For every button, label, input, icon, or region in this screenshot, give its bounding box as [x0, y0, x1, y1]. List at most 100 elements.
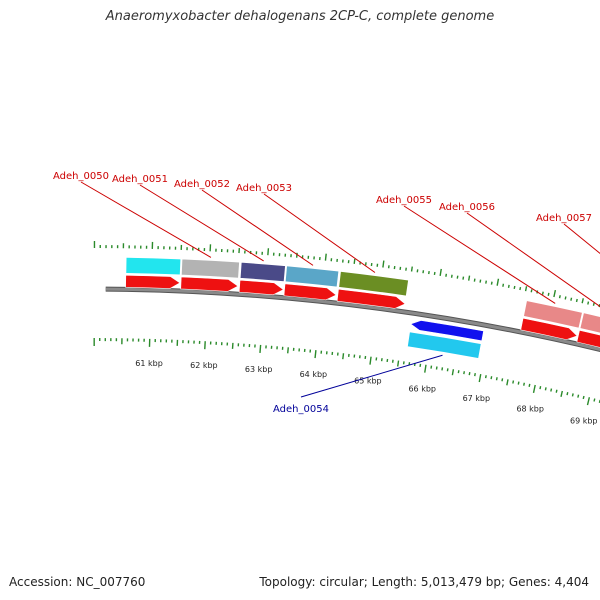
label-leader-line — [403, 205, 556, 304]
tick-mark — [474, 373, 476, 377]
cds-arrow[interactable] — [125, 275, 181, 289]
genome-stats-text: Topology: circular; Length: 5,013,479 bp… — [259, 575, 589, 589]
cds-arrow[interactable] — [336, 288, 406, 309]
gene-adeh-0050[interactable] — [180, 258, 240, 292]
scale-label: 61 kbp — [135, 359, 163, 368]
gene-label[interactable]: Adeh_0052 — [174, 179, 230, 190]
gene-feature-bar[interactable] — [239, 261, 286, 283]
tick-mark — [382, 260, 385, 268]
tick-mark — [586, 397, 591, 406]
tick-mark — [582, 395, 585, 400]
tick-mark — [581, 298, 584, 304]
gene-label[interactable]: Adeh_0053 — [236, 183, 292, 194]
gene-feature-bar[interactable] — [284, 265, 340, 288]
scale-label: 65 kbp — [354, 377, 382, 386]
tick-mark — [547, 292, 550, 296]
tick-mark — [490, 376, 493, 380]
gene-label[interactable]: Adeh_0054 — [273, 404, 329, 415]
tick-mark — [593, 398, 596, 402]
label-leader-line — [263, 193, 376, 273]
genome-backbone — [105, 286, 600, 353]
gene-feature-bar[interactable] — [579, 312, 600, 343]
label-leader-line — [563, 223, 600, 254]
label-leader-line — [466, 212, 600, 308]
tick-mark — [479, 279, 482, 283]
gene-adeh-0052[interactable] — [283, 265, 340, 301]
tick-mark — [566, 392, 569, 396]
label-leader-line — [300, 354, 443, 398]
tick-mark — [485, 280, 488, 284]
gene-label[interactable]: Adeh_0055 — [376, 195, 432, 206]
gene-feature-bar[interactable] — [338, 270, 409, 297]
tick-mark — [396, 360, 400, 367]
tick-mark — [513, 285, 516, 290]
tick-mark — [507, 284, 510, 288]
tick-mark — [519, 286, 522, 291]
tick-mark — [530, 289, 533, 293]
gene-label[interactable]: Adeh_0050 — [53, 171, 109, 182]
gene-adeh-0056[interactable] — [576, 312, 600, 355]
scale-label: 69 kbp — [570, 417, 598, 426]
gene-feature-bar[interactable] — [125, 256, 182, 276]
tick-mark — [532, 384, 536, 393]
gene-partial-0[interactable] — [125, 256, 182, 289]
tick-mark — [575, 298, 578, 303]
tick-mark — [560, 390, 563, 397]
gene-label[interactable]: Adeh_0056 — [439, 202, 495, 213]
gene-adeh-0051[interactable] — [238, 261, 286, 296]
gene-adeh-0053[interactable] — [336, 270, 409, 309]
tick-mark — [587, 301, 590, 305]
tick-mark — [512, 380, 515, 384]
gene-features — [125, 256, 600, 359]
cds-arrow[interactable] — [180, 276, 239, 292]
tick-mark — [478, 374, 482, 383]
cds-arrow[interactable] — [410, 320, 484, 342]
cds-arrow[interactable] — [283, 283, 337, 301]
tick-mark — [517, 381, 520, 385]
tick-mark — [571, 393, 574, 397]
tick-mark — [555, 389, 558, 393]
scale-label: 63 kbp — [245, 365, 273, 374]
tick-mark — [446, 368, 449, 372]
scale-label: 66 kbp — [408, 384, 436, 393]
gene-adeh-0055[interactable] — [520, 300, 583, 340]
tick-mark — [528, 383, 531, 387]
gene-feature-bar[interactable] — [180, 258, 240, 279]
tick-mark — [501, 378, 504, 382]
tick-mark — [468, 275, 471, 281]
accession-text: Accession: NC_007760 — [9, 575, 146, 589]
scale-label: 62 kbp — [190, 361, 218, 370]
cds-arrow[interactable] — [576, 329, 600, 354]
tick-mark — [353, 258, 356, 264]
tick-mark — [451, 369, 455, 376]
gene-label[interactable]: Adeh_0051 — [112, 174, 168, 185]
gene-feature-bar[interactable] — [406, 331, 482, 359]
tick-mark — [524, 286, 528, 292]
tick-mark — [570, 297, 573, 301]
tick-mark — [558, 295, 561, 299]
tick-mark — [463, 371, 466, 375]
label-leader-line — [139, 184, 264, 262]
tick-mark — [468, 372, 471, 376]
tick-mark — [523, 382, 526, 386]
tick-mark — [267, 248, 270, 256]
tick-mark — [324, 253, 327, 261]
scale-label: 67 kbp — [463, 394, 491, 403]
tick-mark — [502, 283, 505, 287]
label-leader-line — [201, 189, 314, 266]
gene-label[interactable]: Adeh_0057 — [536, 213, 592, 224]
tick-mark — [342, 353, 345, 360]
tick-mark — [369, 356, 372, 365]
tick-mark — [553, 289, 557, 298]
tick-mark — [544, 387, 547, 391]
cds-arrow[interactable] — [238, 279, 284, 296]
tick-mark — [259, 344, 262, 353]
gene-feature-bar[interactable] — [523, 300, 583, 329]
gene-adeh-0054[interactable] — [406, 320, 484, 359]
tick-mark — [314, 350, 317, 359]
tick-mark — [439, 268, 442, 276]
tick-mark — [484, 375, 487, 379]
cds-arrow[interactable] — [520, 317, 578, 340]
map-title: Anaeromyxobacter dehalogenans 2CP-C, com… — [105, 9, 495, 24]
